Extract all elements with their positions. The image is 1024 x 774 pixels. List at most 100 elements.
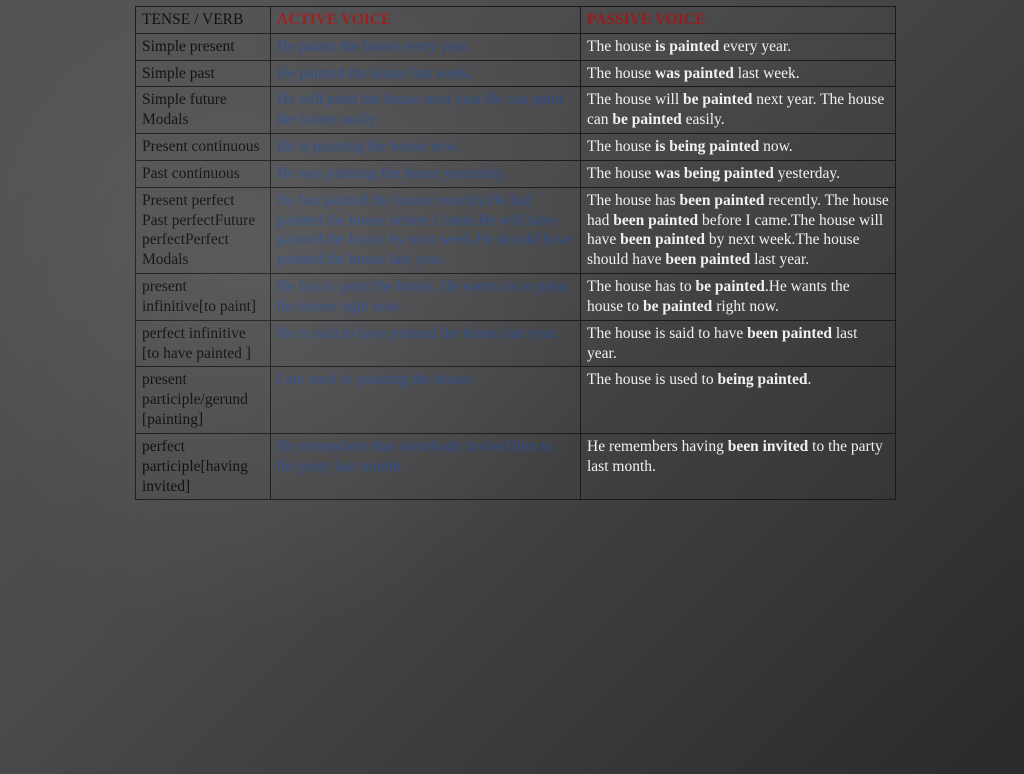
active-cell: He was painting the house yesterday. (271, 160, 581, 187)
active-cell: He has to paint the house. He wants us t… (271, 274, 581, 321)
passive-text: The house will (587, 91, 683, 108)
tense-cell: Simple present (136, 33, 271, 60)
tense-cell: Present continuous (136, 134, 271, 161)
passive-cell: The house is being painted now. (581, 134, 896, 161)
tense-bracket: [to paint] (199, 298, 256, 315)
tense-label: present participle/gerund (142, 371, 248, 408)
passive-cell: The house has been painted recently. The… (581, 187, 896, 273)
tense-bracket: [painting] (142, 411, 203, 428)
passive-bold: been painted (613, 212, 698, 229)
tense-bracket: [to have painted ] (142, 345, 251, 362)
active-text: He is said to have painted the house las… (277, 325, 559, 342)
passive-cell: He remembers having been invited to the … (581, 433, 896, 499)
passive-text: The house (587, 138, 655, 155)
passive-text: He remembers having (587, 438, 728, 455)
active-text: He will paint the house next year.He can… (277, 91, 563, 128)
active-cell: He is said to have painted the house las… (271, 320, 581, 367)
table-row: Past continuous He was painting the house… (136, 160, 896, 187)
passive-text: every year. (719, 38, 791, 55)
active-text: He remembers that somebody invited him t… (277, 438, 553, 475)
passive-text: The house has to (587, 278, 695, 295)
passive-cell: The house was painted last week. (581, 60, 896, 87)
tense-label: Present continuous (142, 138, 260, 155)
passive-text: last year. (750, 251, 809, 268)
passive-text: yesterday. (774, 165, 840, 182)
passive-bold: being painted (717, 371, 807, 388)
table-row: present participle/gerund [painting] I am… (136, 367, 896, 433)
passive-text: The house (587, 38, 655, 55)
passive-text: The house is used to (587, 371, 717, 388)
active-cell: He painted the house last week. (271, 60, 581, 87)
passive-text: last week. (734, 65, 800, 82)
header-passive: PASSIVE VOICE (581, 7, 896, 34)
active-cell: He has painted the house recently.He had… (271, 187, 581, 273)
active-cell: He will paint the house next year.He can… (271, 87, 581, 134)
tense-cell: Simple past (136, 60, 271, 87)
passive-text: The house (587, 65, 655, 82)
passive-bold: been painted (680, 192, 765, 209)
tense-label: Present perfect Past perfectFuture perfe… (142, 192, 255, 268)
tense-label: Simple past (142, 65, 215, 82)
tense-label: Simple present (142, 38, 235, 55)
active-text: He has painted the house recently.He had… (277, 192, 572, 268)
tense-cell: present participle/gerund [painting] (136, 367, 271, 433)
active-text: He is painting the house now. (277, 138, 460, 155)
active-text: He has to paint the house. He wants us t… (277, 278, 568, 315)
passive-bold: be painted (643, 298, 712, 315)
passive-bold: be painted (683, 91, 752, 108)
table-header-row: TENSE / VERB ACTIVE VOICE PASSIVE VOICE (136, 7, 896, 34)
passive-cell: The house is said to have been painted l… (581, 320, 896, 367)
tense-label: Simple future Modals (142, 91, 227, 128)
table-row: Present continuous He is painting the hou… (136, 134, 896, 161)
table-row: Simple future Modals He will paint the ho… (136, 87, 896, 134)
passive-bold: been painted (620, 231, 705, 248)
tense-cell: Present perfect Past perfectFuture perfe… (136, 187, 271, 273)
tense-cell: Past continuous (136, 160, 271, 187)
tense-label: perfect participle (142, 438, 201, 475)
passive-text: The house has (587, 192, 680, 209)
table-row: perfect participle[having invited]He rem… (136, 433, 896, 499)
table-row: Simple present He paints the house every … (136, 33, 896, 60)
passive-cell: The house is painted every year. (581, 33, 896, 60)
header-tense: TENSE / VERB (136, 7, 271, 34)
passive-text: easily. (682, 111, 725, 128)
tense-cell: perfect participle[having invited] (136, 433, 271, 499)
table-row: present infinitive[to paint]He has to pa… (136, 274, 896, 321)
tense-label: Past continuous (142, 165, 240, 182)
table-row: perfect infinitive [to have painted ] He … (136, 320, 896, 367)
active-text: He painted the house last week. (277, 65, 473, 82)
table-row: Simple past He painted the house last wee… (136, 60, 896, 87)
active-text: I am used to painting the house. (277, 371, 475, 388)
passive-text: now. (759, 138, 792, 155)
passive-cell: The house will be painted next year. The… (581, 87, 896, 134)
passive-text: The house (587, 165, 655, 182)
passive-cell: The house has to be painted.He wants the… (581, 274, 896, 321)
tense-cell: present infinitive[to paint] (136, 274, 271, 321)
tense-label: perfect infinitive (142, 325, 246, 342)
passive-bold: been painted (665, 251, 750, 268)
passive-bold: was painted (655, 65, 734, 82)
passive-text: The house is said to have (587, 325, 747, 342)
passive-cell: The house was being painted yesterday. (581, 160, 896, 187)
active-cell: I am used to painting the house. (271, 367, 581, 433)
active-text: He was painting the house yesterday. (277, 165, 507, 182)
passive-cell: The house is used to being painted. (581, 367, 896, 433)
header-active: ACTIVE VOICE (271, 7, 581, 34)
passive-text: right now. (712, 298, 779, 315)
passive-text: . (807, 371, 811, 388)
tense-cell: Simple future Modals (136, 87, 271, 134)
passive-bold: is painted (655, 38, 719, 55)
voice-table: TENSE / VERB ACTIVE VOICE PASSIVE VOICE … (135, 6, 896, 500)
passive-bold: been invited (728, 438, 809, 455)
passive-bold: be painted (695, 278, 764, 295)
passive-bold: was being painted (655, 165, 774, 182)
active-cell: He is painting the house now. (271, 134, 581, 161)
active-cell: He paints the house every year. (271, 33, 581, 60)
tense-label: present infinitive (142, 278, 199, 315)
table-row: Present perfect Past perfectFuture perfe… (136, 187, 896, 273)
passive-bold: been painted (747, 325, 832, 342)
passive-bold: be painted (612, 111, 681, 128)
passive-bold: is being painted (655, 138, 759, 155)
active-cell: He remembers that somebody invited him t… (271, 433, 581, 499)
active-text: He paints the house every year. (277, 38, 471, 55)
